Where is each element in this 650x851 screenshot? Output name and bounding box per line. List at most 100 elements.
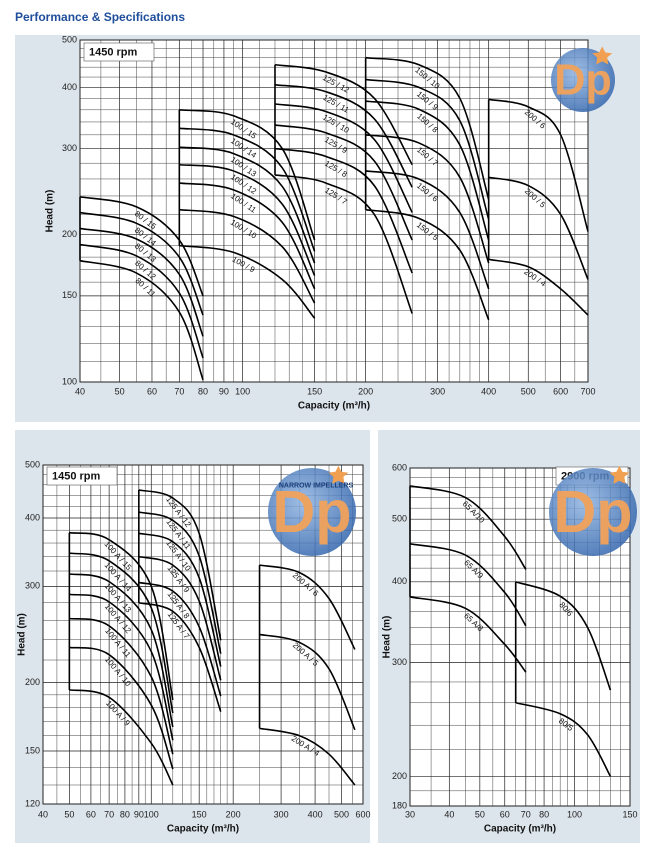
pump-curve xyxy=(69,646,174,770)
pump-curve xyxy=(138,489,222,641)
x-tick-label: 70 xyxy=(174,386,184,396)
plots: 40 50 60 70 80 90 100 150 200 300 400 500 600 700 100 1… xyxy=(17,34,638,834)
rpm-box xyxy=(46,466,118,486)
pump-curve xyxy=(179,182,316,290)
pump-curve xyxy=(365,100,490,241)
logo-circle xyxy=(549,468,637,556)
pump-curve xyxy=(79,259,204,381)
pump-curve xyxy=(79,227,204,337)
pump-curve xyxy=(365,78,490,220)
pump-curve xyxy=(69,593,174,741)
x-tick-label: 50 xyxy=(115,386,125,396)
y-tick-label: 150 xyxy=(62,290,77,300)
x-tick-label: 80 xyxy=(120,809,130,819)
x-tick-label: 40 xyxy=(75,386,85,396)
y-tick-label: 300 xyxy=(25,581,40,591)
x-tick-label: 400 xyxy=(308,809,323,819)
y-tick-label: 150 xyxy=(25,745,40,755)
y-tick-label: 300 xyxy=(62,143,77,153)
x-tick-label: 150 xyxy=(622,809,637,819)
pump-curve xyxy=(274,63,413,166)
logo-star xyxy=(328,465,349,484)
pump-curve xyxy=(488,258,589,316)
pump-curve xyxy=(259,727,356,786)
y-tick-label: 400 xyxy=(25,512,40,522)
pump-curve xyxy=(138,555,222,681)
logo-star xyxy=(592,46,613,65)
rpm-label: 1450 rpm xyxy=(89,46,138,58)
x-tick-label: 90 xyxy=(219,386,229,396)
plot-border xyxy=(42,464,364,805)
x-tick-label: 50 xyxy=(475,809,485,819)
y-tick-label: 300 xyxy=(392,657,407,667)
x-axis-label: Capacity (m³/h) xyxy=(298,401,370,412)
pump-curve xyxy=(79,196,204,297)
logo-circle xyxy=(551,48,615,112)
x-tick-label: 80 xyxy=(539,809,549,819)
logo-text: Dp xyxy=(553,478,632,545)
x-tick-label: 40 xyxy=(444,809,454,819)
y-tick-label: 500 xyxy=(25,459,40,469)
x-tick-label: 300 xyxy=(274,809,289,819)
plot-area xyxy=(80,40,588,382)
badge: NARROW IMPELLERS xyxy=(279,482,354,489)
x-tick-label: 70 xyxy=(521,809,531,819)
pump-curve xyxy=(179,109,316,241)
x-tick-label: 60 xyxy=(86,809,96,819)
pump-curve xyxy=(69,573,174,728)
pump-curve xyxy=(69,689,174,786)
y-tick-label: 200 xyxy=(62,229,77,239)
x-tick-label: 500 xyxy=(334,809,349,819)
pump-curve xyxy=(259,633,356,731)
pump-curve xyxy=(179,146,316,264)
pump-curve xyxy=(365,170,490,290)
y-tick-label: 500 xyxy=(62,34,77,44)
x-tick-label: 100 xyxy=(567,809,582,819)
x-axis-label: Capacity (m³/h) xyxy=(167,824,239,835)
logo-text: Dp xyxy=(272,478,351,545)
x-tick-label: 70 xyxy=(104,809,114,819)
pump-curve xyxy=(409,596,527,673)
y-tick-label: 180 xyxy=(392,800,407,810)
logo-star xyxy=(609,465,630,484)
y-tick-label: 100 xyxy=(62,376,77,386)
pump-curve xyxy=(365,208,490,321)
rpm-label: 1450 rpm xyxy=(52,470,101,482)
pump-curve xyxy=(79,211,204,316)
x-tick-label: 200 xyxy=(226,809,241,819)
pump-curve xyxy=(274,103,413,213)
x-tick-label: 90 xyxy=(134,809,144,819)
x-tick-label: 400 xyxy=(481,386,496,396)
x-tick-label: 150 xyxy=(307,386,322,396)
logo-text: Dp xyxy=(554,57,612,105)
logo-circle xyxy=(268,468,356,556)
pump-curve xyxy=(488,98,589,232)
y-tick-label: 600 xyxy=(392,462,407,472)
x-tick-label: 300 xyxy=(430,386,445,396)
x-axis-label: Capacity (m³/h) xyxy=(484,824,556,835)
pump-curve xyxy=(138,601,222,712)
x-tick-label: 40 xyxy=(38,809,48,819)
pump-curve xyxy=(409,485,527,570)
x-tick-label: 50 xyxy=(64,809,74,819)
pump-curve xyxy=(138,511,222,654)
x-tick-label: 80 xyxy=(198,386,208,396)
x-tick-label: 600 xyxy=(553,386,568,396)
pump-curve xyxy=(179,163,316,276)
x-tick-label: 60 xyxy=(147,386,157,396)
y-tick-label: 120 xyxy=(25,798,40,808)
y-tick-label: 400 xyxy=(392,576,407,586)
x-tick-label: 700 xyxy=(580,386,595,396)
x-tick-label: 600 xyxy=(355,809,370,819)
pump-curve xyxy=(179,127,316,252)
pump-curve xyxy=(259,564,356,650)
y-axis-label: Head (m) xyxy=(45,190,56,233)
pump-curve xyxy=(515,581,612,691)
y-tick-label: 400 xyxy=(62,82,77,92)
x-tick-label: 500 xyxy=(521,386,536,396)
pump-curve xyxy=(138,581,222,697)
x-tick-label: 200 xyxy=(358,386,373,396)
x-tick-label: 100 xyxy=(235,386,250,396)
pump-curve xyxy=(274,124,413,241)
